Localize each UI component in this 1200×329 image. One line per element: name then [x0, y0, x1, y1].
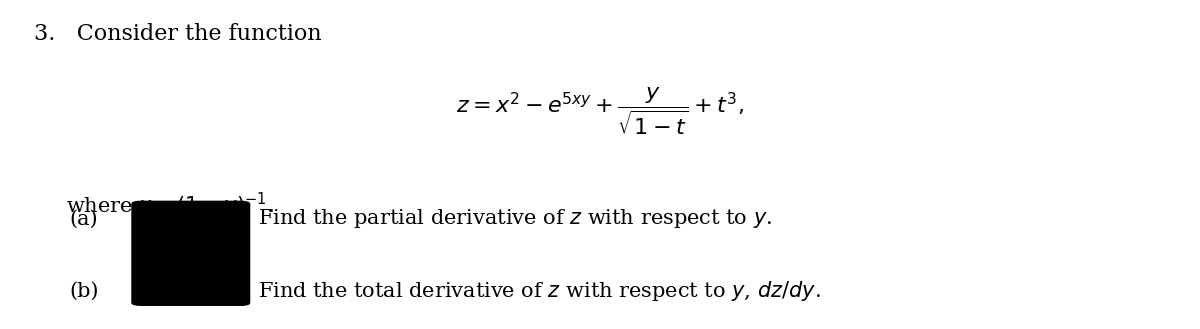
Text: where $x = (1 - y)^{-1}$.: where $x = (1 - y)^{-1}$.: [66, 191, 274, 220]
Text: $z = x^2 - e^{5xy} + \dfrac{y}{\sqrt{1-t}} + t^3,$: $z = x^2 - e^{5xy} + \dfrac{y}{\sqrt{1-t…: [456, 86, 744, 137]
Text: (a): (a): [70, 209, 98, 228]
Text: Find the partial derivative of $z$ with respect to $y$.: Find the partial derivative of $z$ with …: [258, 207, 773, 230]
FancyBboxPatch shape: [132, 201, 250, 305]
Text: (b): (b): [70, 282, 100, 301]
Text: Find the total derivative of $z$ with respect to $y$, $dz/dy$.: Find the total derivative of $z$ with re…: [258, 279, 821, 303]
Text: 3.   Consider the function: 3. Consider the function: [34, 23, 322, 45]
